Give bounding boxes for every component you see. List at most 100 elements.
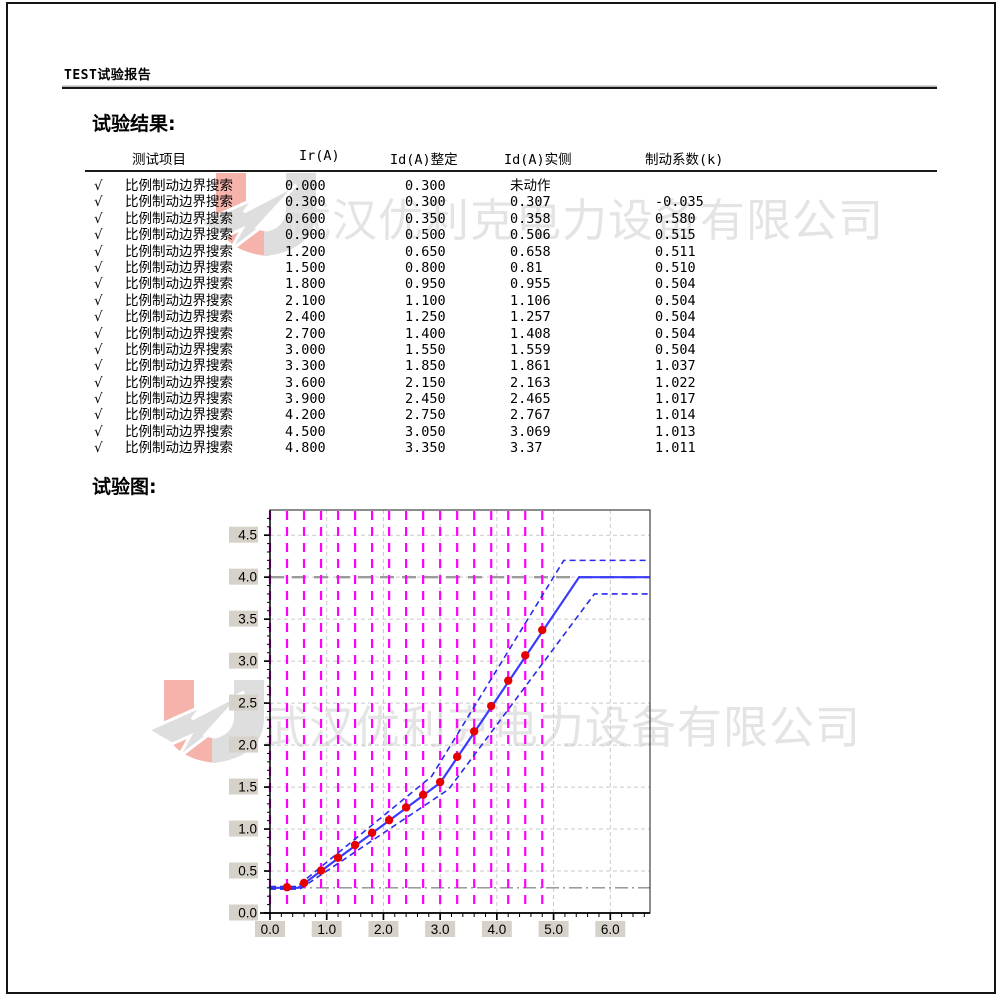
cell-set: 0.500 [405,227,446,244]
results-heading: 试验结果: [92,113,176,135]
cell-k: 1.037 [655,358,696,375]
cell-check: √ [94,194,103,211]
measured-point [504,676,513,685]
table-row: √ 比例制动边界搜索 3.900 2.450 2.465 1.017 [85,391,805,407]
cell-k: 0.515 [655,227,696,244]
cell-ir: 3.300 [285,358,326,375]
cell-check: √ [94,259,103,276]
cell-ir: 3.600 [285,374,326,391]
cell-item: 比例制动边界搜索 [125,292,233,309]
cell-set: 0.650 [405,243,446,260]
tick-label: 2.5 [238,696,257,711]
cell-k: 1.022 [655,374,696,391]
tick-label: 1.0 [317,922,336,937]
table-row: √ 比例制动边界搜索 3.600 2.150 2.163 1.022 [85,375,805,391]
cell-set: 1.100 [405,292,446,309]
cell-set: 1.250 [405,309,446,326]
cell-check: √ [94,423,103,440]
test-result-chart: 0.0 1.0 2.0 3.0 4.0 5.0 6.0 0.0 0.5 1.0 1.5 2.0 2.5 3… [229,509,651,937]
cell-meas: 0.955 [510,276,551,293]
table-row: √ 比例制动边界搜索 0.300 0.300 0.307 -0.035 [85,194,805,210]
cell-ir: 3.000 [285,341,326,358]
cell-meas: 0.658 [510,243,551,260]
cell-ir: 0.900 [285,227,326,244]
measured-point [367,828,377,838]
cell-meas: 0.81 [510,259,543,276]
col-header-test-item: 测试项目 [132,152,186,168]
table-row: √ 比例制动边界搜索 0.900 0.500 0.506 0.515 [85,227,805,243]
tick-label: 2.0 [374,922,393,937]
cell-k: 1.017 [655,391,696,408]
cell-check: √ [94,407,103,424]
measured-point [401,803,411,812]
report-title: TEST试验报告 [64,68,152,83]
cell-check: √ [94,243,103,260]
tick-label: 1.5 [238,780,257,795]
cell-k: 0.511 [655,243,696,260]
table-row: √ 比例制动边界搜索 4.800 3.350 3.37 1.011 [85,440,805,456]
cell-k: 1.014 [655,407,696,424]
table-row: √ 比例制动边界搜索 4.200 2.750 2.767 1.014 [85,407,805,423]
tick-label: 1.0 [238,822,257,837]
cell-set: 1.400 [405,325,446,342]
cell-ir: 4.200 [285,407,326,424]
cell-ir: 0.600 [285,210,326,227]
cell-check: √ [94,440,103,457]
cell-set: 2.450 [405,391,446,408]
cell-ir: 1.500 [285,259,326,276]
cell-k: 0.504 [655,276,696,293]
cell-item: 比例制动边界搜索 [125,259,233,276]
cell-ir: 0.000 [285,178,326,194]
cell-meas: 2.163 [510,374,551,391]
cell-item: 比例制动边界搜索 [125,227,233,244]
cell-ir: 0.300 [285,194,326,211]
cell-k [655,178,805,194]
chart-gridlines [270,510,650,913]
measured-point [384,815,394,825]
tick-label: 0.0 [238,906,257,921]
cell-set: 1.550 [405,341,446,358]
measured-point [521,651,530,660]
cell-set: 3.050 [405,423,446,440]
measured-point [350,840,360,850]
cell-item: 比例制动边界搜索 [125,309,233,326]
cell-item: 比例制动边界搜索 [125,440,233,457]
cell-ir: 2.400 [285,309,326,326]
cell-meas: 0.307 [510,194,551,211]
cell-check: √ [94,292,103,309]
table-row: √ 比例制动边界搜索 1.800 0.950 0.955 0.504 [85,276,805,292]
chart-heading: 试验图: [92,476,157,498]
cell-meas: 2.465 [510,391,551,408]
cell-meas: 1.861 [510,358,551,375]
cell-set: 0.350 [405,210,446,227]
cell-meas: 2.767 [510,407,551,424]
tick-label: 4.5 [238,528,257,543]
measured-point [452,752,462,761]
tick-label: 3.5 [238,612,257,627]
cell-k: 0.504 [655,325,696,342]
measured-point [538,625,547,635]
cell-item: 比例制动边界搜索 [125,341,233,358]
cell-item: 比例制动边界搜索 [125,358,233,375]
col-header-ir: Ir(A) [299,148,340,164]
cell-ir: 1.200 [285,243,326,260]
cell-set: 1.850 [405,358,446,375]
table-row: √ 比例制动边界搜索 0.000 0.300 未动作 [85,178,805,194]
lower-band [270,593,650,890]
cell-k: -0.035 [655,194,704,211]
table-row: √ 比例制动边界搜索 1.500 0.800 0.81 0.510 [85,260,805,276]
logo-lightning-bolt [200,183,298,253]
logo-lightning-bolt [148,690,246,760]
cell-check: √ [94,227,103,244]
tick-label: 4.0 [238,570,257,585]
measured-point [486,701,496,711]
tick-label: 4.0 [487,922,506,937]
chart-series [270,559,650,892]
cell-meas: 3.37 [510,440,543,457]
cell-meas: 1.559 [510,341,551,358]
cell-meas: 1.408 [510,325,551,342]
table-row: √ 比例制动边界搜索 2.100 1.100 1.106 0.504 [85,293,805,309]
measured-point [333,853,343,862]
cell-set: 0.950 [405,276,446,293]
